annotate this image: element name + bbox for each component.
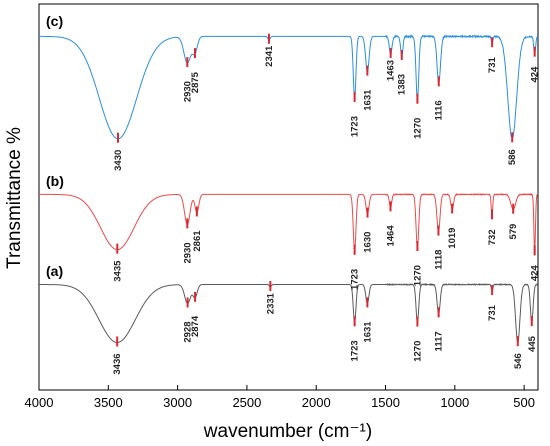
y-axis-title: Transmittance % — [4, 127, 25, 269]
x-tick-label: 4000 — [25, 395, 54, 410]
peak-label: 2874 — [190, 315, 201, 337]
x-tick-label: 2000 — [302, 395, 331, 410]
spectrum-line-0 — [39, 33, 539, 140]
x-axis-title: wavenumber (cm⁻¹) — [203, 421, 372, 442]
peak-label: 1270 — [412, 118, 423, 139]
peak-label: 445 — [527, 335, 538, 352]
peak-label: 3435 — [112, 260, 123, 282]
x-tick-label: 1000 — [440, 395, 469, 410]
peak-label: 1270 — [412, 341, 423, 362]
panel-label: (b) — [46, 173, 64, 189]
x-tick-label: 1500 — [371, 395, 400, 410]
peak-label: 1631 — [362, 321, 373, 343]
peak-markers-group — [116, 33, 536, 347]
peak-label: 2930 — [182, 81, 193, 102]
peak-label: 732 — [487, 229, 498, 245]
peak-label: 1117 — [434, 331, 445, 351]
peak-label: 424 — [530, 265, 541, 282]
peak-label: 2928 — [183, 321, 194, 342]
peak-label: 2861 — [192, 230, 203, 252]
peak-label: 1723 — [350, 116, 361, 137]
peak-label: 424 — [530, 66, 541, 83]
peak-label: 579 — [508, 224, 519, 240]
x-tick-label: 3500 — [94, 395, 123, 410]
peak-label: 1630 — [363, 232, 374, 253]
spectrum-line-2 — [39, 283, 539, 345]
x-axis-ticks: 4000 3500 3000 2500 2000 1500 1000 500 — [25, 385, 535, 410]
panel-label: (a) — [46, 263, 63, 279]
x-tick-label: 3000 — [163, 395, 192, 410]
x-tick-label: 2500 — [232, 395, 261, 410]
peak-label: 1631 — [362, 89, 373, 111]
peak-label: 2930 — [182, 242, 193, 263]
peak-label: 1270 — [412, 265, 423, 286]
peak-labels-group: 3430293028752341172316311463138312701116… — [112, 45, 540, 375]
peak-label: 3436 — [112, 353, 123, 374]
peak-label: 2875 — [190, 71, 201, 93]
peak-label: 1723 — [350, 269, 361, 290]
peak-label: 1116 — [434, 100, 445, 120]
peak-label: 2331 — [265, 292, 276, 314]
peak-label: 731 — [487, 56, 498, 73]
spectra-group — [39, 33, 539, 345]
panel-labels-group: (c) (b) (a) — [46, 13, 64, 279]
peak-label: 1118 — [433, 250, 444, 270]
spectrum-line-1 — [39, 192, 539, 252]
peak-label: 731 — [487, 304, 498, 321]
peak-label: 1723 — [350, 340, 361, 361]
peak-label: 546 — [513, 353, 524, 369]
x-tick-label: 500 — [513, 395, 535, 410]
peak-label: 1019 — [447, 228, 458, 249]
panel-label: (c) — [46, 13, 63, 29]
peak-label: 1463 — [386, 60, 397, 81]
peak-label: 3430 — [113, 150, 124, 171]
peak-label: 2341 — [264, 45, 275, 67]
plot-frame — [38, 3, 539, 391]
peak-label: 1383 — [397, 74, 408, 95]
peak-label: 586 — [507, 149, 518, 165]
peak-label: 1464 — [386, 225, 397, 247]
